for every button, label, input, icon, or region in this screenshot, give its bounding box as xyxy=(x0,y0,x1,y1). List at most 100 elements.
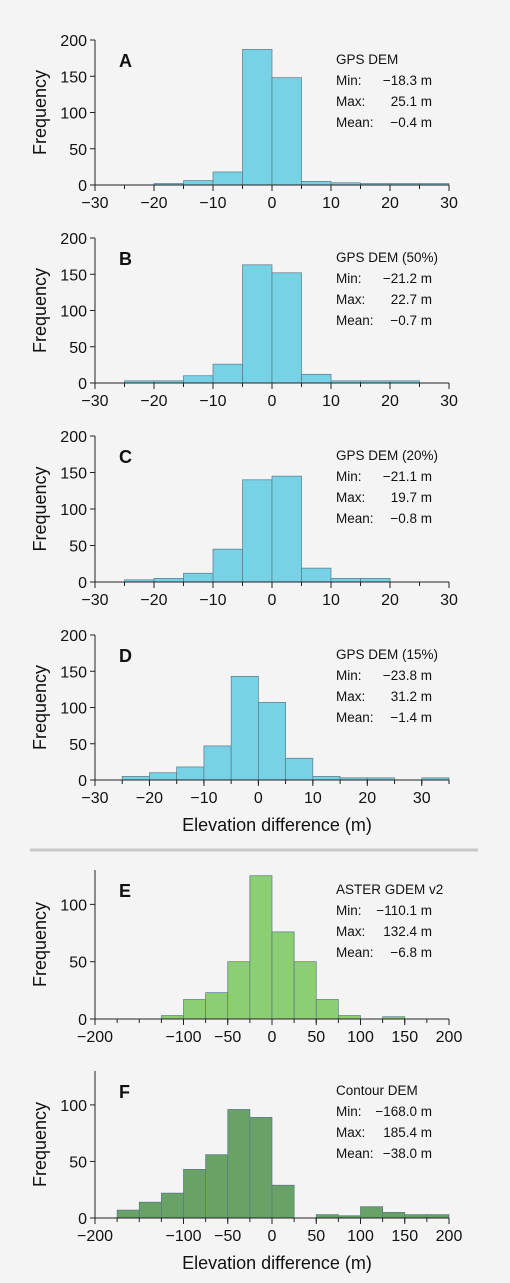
stats-value: −0.4 m xyxy=(390,115,432,130)
y-tick-label: 150 xyxy=(60,664,87,681)
y-tick-label: 50 xyxy=(69,1154,87,1171)
stats-label: Max: xyxy=(336,689,365,704)
stats-value: −0.8 m xyxy=(390,511,432,526)
histogram-bar xyxy=(212,171,243,186)
y-axis-label: Frequency xyxy=(30,902,50,987)
x-tick-label: −100 xyxy=(165,1029,201,1046)
y-tick-label: 100 xyxy=(60,701,87,718)
histogram-bar xyxy=(382,1211,406,1219)
histogram-bar xyxy=(360,1206,383,1219)
y-tick-label: 100 xyxy=(60,304,87,321)
histogram-bar xyxy=(242,49,273,186)
histogram-bar xyxy=(212,548,243,583)
y-tick-label: 0 xyxy=(78,1012,87,1029)
panel-letter: B xyxy=(119,249,132,269)
histogram-bar xyxy=(183,375,214,384)
histogram-bar xyxy=(242,264,273,384)
y-tick-label: 0 xyxy=(78,575,87,592)
histogram-panel-b: Frequency 0 50 100 150 200 −30 −20 −10 0 10 20 30 B GP… xyxy=(30,231,458,410)
y-axis-label: Frequency xyxy=(30,268,50,353)
histogram-panel-f: Frequency 0 50 100 −200 −100 −50 0 50 100 150 200 El… xyxy=(30,1071,462,1273)
x-tick-label: −30 xyxy=(81,790,108,807)
histogram-bar xyxy=(271,77,302,186)
histogram-panel-c: Frequency 0 50 100 150 200 −30 −20 −10 0 10 20 30 C GP… xyxy=(30,429,458,609)
histogram-bar xyxy=(426,1214,450,1219)
y-axis-label: Frequency xyxy=(30,70,50,155)
x-tick-label: 10 xyxy=(322,592,340,609)
stats-label: Min: xyxy=(336,668,362,683)
y-tick-label: 100 xyxy=(60,106,87,123)
x-tick-label: 30 xyxy=(413,790,431,807)
histogram-bar xyxy=(301,373,332,384)
histogram-bar xyxy=(312,776,341,781)
y-tick-label: 50 xyxy=(69,539,87,556)
stats-value: −21.2 m xyxy=(383,271,432,286)
x-tick-label: −30 xyxy=(81,195,108,212)
x-tick-label: 20 xyxy=(381,592,399,609)
stats-label: Max: xyxy=(336,490,365,505)
y-tick-label: 0 xyxy=(78,773,87,790)
x-tick-label: 200 xyxy=(436,1228,463,1245)
y-tick-label: 0 xyxy=(78,376,87,393)
y-tick-label: 150 xyxy=(60,69,87,86)
stats-value: −6.8 m xyxy=(390,945,432,960)
histogram-bar xyxy=(258,702,286,781)
x-axis-label: Elevation difference (m) xyxy=(182,1253,372,1273)
panel-letter: E xyxy=(119,881,131,901)
histogram-bar xyxy=(271,1184,295,1219)
y-tick-label: 50 xyxy=(69,142,87,159)
x-tick-label: −20 xyxy=(136,790,163,807)
y-tick-label: 100 xyxy=(60,897,87,914)
x-tick-label: −20 xyxy=(140,195,167,212)
y-tick-label: 200 xyxy=(60,628,87,645)
x-tick-label: 0 xyxy=(268,1228,277,1245)
y-tick-label: 50 xyxy=(69,340,87,357)
stats-label: Max: xyxy=(336,94,365,109)
x-tick-label: −50 xyxy=(214,1228,241,1245)
x-tick-label: 150 xyxy=(391,1029,418,1046)
x-tick-label: −20 xyxy=(140,393,167,410)
stats-value: −21.1 m xyxy=(383,469,432,484)
x-tick-label: 10 xyxy=(322,393,340,410)
stats-title: GPS DEM (20%) xyxy=(336,448,438,463)
histogram-bar xyxy=(212,363,243,384)
x-tick-label: 100 xyxy=(347,1228,374,1245)
histogram-bar xyxy=(149,772,178,781)
histogram-bar xyxy=(301,181,332,186)
x-tick-label: −10 xyxy=(199,393,226,410)
y-tick-label: 200 xyxy=(60,231,87,248)
histogram-bar xyxy=(161,1192,184,1219)
histogram-bar xyxy=(183,180,214,186)
x-tick-label: −100 xyxy=(165,1228,201,1245)
stats-value: 185.4 m xyxy=(383,1125,432,1140)
x-tick-label: 30 xyxy=(440,592,458,609)
stats-label: Max: xyxy=(336,292,365,307)
histogram-bar xyxy=(315,1214,339,1219)
histogram-bar xyxy=(271,931,295,1020)
stats-label: Mean: xyxy=(336,115,374,130)
stats-label: Mean: xyxy=(336,710,374,725)
stats-label: Min: xyxy=(336,1104,362,1119)
stats-label: Mean: xyxy=(336,313,374,328)
histogram-bar xyxy=(230,675,259,781)
x-tick-label: −20 xyxy=(140,592,167,609)
x-tick-label: −200 xyxy=(77,1029,113,1046)
x-tick-label: 0 xyxy=(268,393,277,410)
histogram-bar xyxy=(293,961,317,1020)
x-tick-label: 20 xyxy=(381,195,399,212)
panel-letter: A xyxy=(119,51,132,71)
histogram-panel-a: Frequency 0 50 100 150 200 −30 −20 −10 0 10 20 30 A GP… xyxy=(30,33,458,212)
histogram-bar xyxy=(183,1169,206,1219)
y-axis-label: Frequency xyxy=(30,1102,50,1187)
panel-letter: D xyxy=(119,646,132,666)
stats-title: GPS DEM (50%) xyxy=(336,250,438,265)
x-tick-label: −200 xyxy=(77,1228,113,1245)
histogram-bar xyxy=(330,577,361,583)
x-tick-label: 30 xyxy=(440,393,458,410)
x-axis-label: Elevation difference (m) xyxy=(182,815,372,835)
stats-value: −168.0 m xyxy=(375,1104,432,1119)
histogram-bar xyxy=(203,745,232,781)
x-tick-label: 20 xyxy=(358,790,376,807)
y-tick-label: 50 xyxy=(69,955,87,972)
